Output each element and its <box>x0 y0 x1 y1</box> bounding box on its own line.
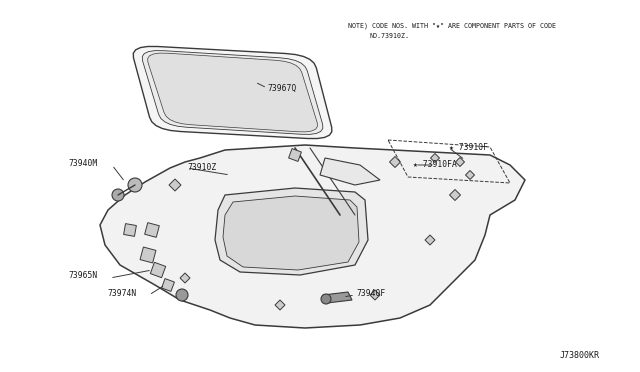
Polygon shape <box>145 223 159 237</box>
Polygon shape <box>169 179 181 191</box>
Polygon shape <box>140 247 156 263</box>
Polygon shape <box>465 170 474 180</box>
Text: 73940F: 73940F <box>356 289 385 298</box>
Text: J73800KR: J73800KR <box>560 350 600 359</box>
Polygon shape <box>275 300 285 310</box>
Text: 73965N: 73965N <box>68 272 97 280</box>
Polygon shape <box>425 235 435 245</box>
Polygon shape <box>133 46 332 138</box>
Text: 73974N: 73974N <box>107 289 136 298</box>
Circle shape <box>321 294 331 304</box>
Polygon shape <box>431 154 440 163</box>
Polygon shape <box>100 145 525 328</box>
Polygon shape <box>150 262 166 278</box>
Text: NOTE) CODE NOS. WITH "★" ARE COMPONENT PARTS OF CODE: NOTE) CODE NOS. WITH "★" ARE COMPONENT P… <box>348 22 556 29</box>
Text: ★ 73910FA: ★ 73910FA <box>413 160 457 169</box>
Polygon shape <box>124 224 136 236</box>
Polygon shape <box>180 273 190 283</box>
Polygon shape <box>370 290 380 300</box>
Polygon shape <box>223 196 359 270</box>
Circle shape <box>176 289 188 301</box>
Polygon shape <box>289 148 301 161</box>
Polygon shape <box>449 189 461 201</box>
Circle shape <box>128 178 142 192</box>
Polygon shape <box>456 157 465 167</box>
Polygon shape <box>161 279 175 291</box>
Polygon shape <box>215 188 368 275</box>
Polygon shape <box>390 157 401 167</box>
Text: 73910Z: 73910Z <box>187 163 216 171</box>
Text: NO.73910Z.: NO.73910Z. <box>370 33 410 39</box>
Text: 73940M: 73940M <box>68 158 97 167</box>
Text: ★ 73910F: ★ 73910F <box>449 142 488 151</box>
Polygon shape <box>323 292 352 303</box>
Polygon shape <box>148 53 317 132</box>
Text: 73967Q: 73967Q <box>267 83 296 93</box>
Polygon shape <box>320 158 380 185</box>
Polygon shape <box>142 51 323 134</box>
Circle shape <box>112 189 124 201</box>
